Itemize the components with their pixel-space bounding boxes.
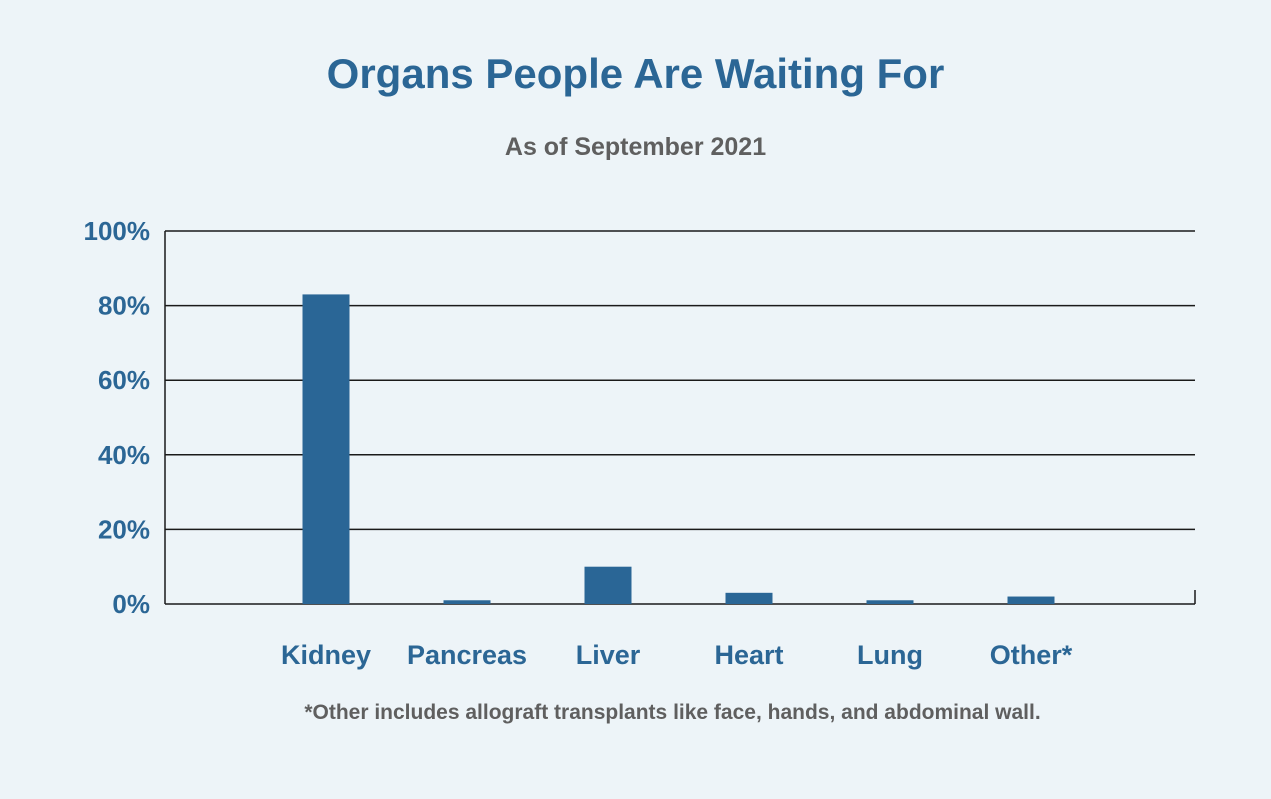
chart-title: Organs People Are Waiting For (326, 50, 945, 97)
bar-pancreas (443, 600, 491, 604)
x-tick-label: Pancreas (407, 640, 527, 670)
y-tick-labels: 0% 20% 40% 60% 80% 100% (84, 216, 151, 619)
x-tick-label: Heart (714, 640, 783, 670)
x-tick-label: Liver (576, 640, 641, 670)
bar-liver (584, 566, 632, 604)
bar-kidney (302, 294, 350, 604)
y-tick-label: 100% (84, 216, 151, 246)
chart-footnote: *Other includes allograft transplants li… (304, 701, 1041, 724)
x-tick-label: Other* (990, 640, 1073, 670)
x-tick-labels: Kidney Pancreas Liver Heart Lung Other* (281, 640, 1073, 670)
bar-lung (866, 600, 914, 604)
x-tick-label: Kidney (281, 640, 371, 670)
chart-subtitle: As of September 2021 (504, 133, 767, 161)
y-tick-label: 60% (98, 365, 150, 395)
bars (302, 294, 1055, 604)
y-tick-label: 40% (98, 440, 150, 470)
y-tick-label: 80% (98, 291, 150, 321)
y-tick-label: 20% (98, 514, 150, 544)
bar-other (1007, 596, 1055, 604)
x-tick-label: Lung (857, 640, 923, 670)
y-tick-label: 0% (112, 589, 150, 619)
bar-heart (725, 592, 773, 604)
